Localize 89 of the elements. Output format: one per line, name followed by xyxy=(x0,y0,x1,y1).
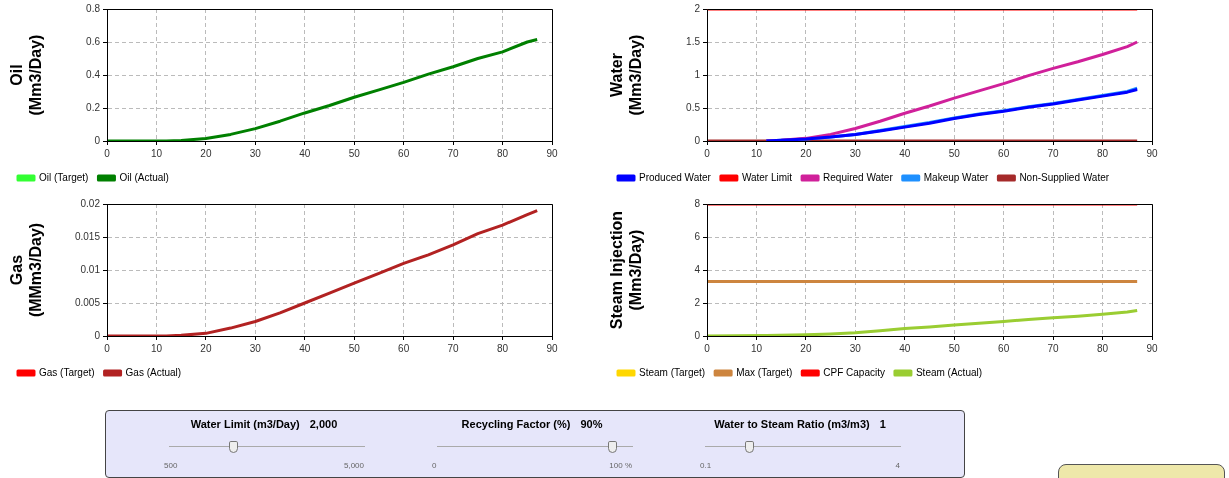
text: 0.1 xyxy=(700,461,712,470)
y-tick-label: 0.4 xyxy=(86,68,101,80)
y-tick-label: 2 xyxy=(694,2,701,14)
x-tick-label: 10 xyxy=(750,147,763,159)
legend-label: Oil (Target) xyxy=(39,171,89,183)
legend-label: Water Limit xyxy=(741,171,793,183)
x-tick-label: 70 xyxy=(447,342,460,354)
y-tick-label: 0 xyxy=(94,134,101,146)
x-tick-label: 90 xyxy=(546,147,558,159)
x-tick-label: 40 xyxy=(899,147,911,159)
x-tick-label: 90 xyxy=(1146,147,1158,159)
x-tick-label: 80 xyxy=(1096,147,1109,159)
y-axis-title: Water (Mm3/Day) xyxy=(608,34,645,116)
legend-label: Max (Target) xyxy=(736,366,793,378)
text: 100 % xyxy=(609,461,632,470)
legend-label: Produced Water xyxy=(639,171,712,183)
text: 90% xyxy=(580,418,603,430)
x-tick-label: 50 xyxy=(348,342,361,354)
x-tick-label: 20 xyxy=(200,342,212,354)
text: Water Limit (m3/Day) xyxy=(190,418,300,430)
y-tick-label: 0 xyxy=(694,134,701,146)
x-tick-label: 60 xyxy=(398,342,410,354)
legend-label: Non-Supplied Water xyxy=(1019,171,1110,183)
x-tick-label: 0 xyxy=(704,147,711,159)
x-tick-label: 10 xyxy=(150,147,163,159)
y-tick-label: 0.01 xyxy=(80,263,101,275)
x-tick-label: 60 xyxy=(998,147,1010,159)
x-tick-label: 80 xyxy=(496,147,509,159)
x-tick-label: 10 xyxy=(750,342,763,354)
x-tick-label: 60 xyxy=(398,147,410,159)
text: 1 xyxy=(879,418,886,430)
x-tick-label: 0 xyxy=(104,147,111,159)
x-tick-label: 80 xyxy=(1096,342,1109,354)
y-tick-label: 1 xyxy=(694,68,701,80)
legend-label: Gas (Target) xyxy=(39,366,95,378)
x-tick-label: 30 xyxy=(249,147,262,159)
legend-label: CPF Capacity xyxy=(823,366,885,378)
y-tick-label: 0.005 xyxy=(74,296,101,308)
x-tick-label: 10 xyxy=(150,342,163,354)
x-tick-label: 30 xyxy=(849,147,862,159)
y-tick-label: 0.015 xyxy=(74,230,101,242)
x-tick-label: 40 xyxy=(299,342,311,354)
x-tick-label: 30 xyxy=(249,342,262,354)
text: 2,000 xyxy=(309,418,338,430)
x-tick-label: 90 xyxy=(1146,342,1158,354)
x-tick-label: 50 xyxy=(348,147,361,159)
x-tick-label: 70 xyxy=(1047,342,1060,354)
y-tick-label: 8 xyxy=(694,197,701,209)
x-tick-label: 0 xyxy=(704,342,711,354)
y-tick-label: 4 xyxy=(694,263,701,275)
legend-label: Gas (Actual) xyxy=(125,366,182,378)
y-tick-label: 0.2 xyxy=(86,101,101,113)
y-tick-label: 0 xyxy=(694,329,701,341)
x-tick-label: 0 xyxy=(104,342,111,354)
y-tick-label: 0.8 xyxy=(86,2,101,14)
legend-label: Required Water xyxy=(823,171,894,183)
legend-label: Steam (Actual) xyxy=(915,366,983,378)
x-tick-label: 90 xyxy=(546,342,558,354)
x-tick-label: 20 xyxy=(200,147,212,159)
text: 4 xyxy=(895,461,900,470)
y-axis-title: Steam Injection (Mm3/Day) xyxy=(608,210,645,330)
x-tick-label: 70 xyxy=(447,147,460,159)
y-tick-label: 2 xyxy=(694,296,701,308)
x-tick-label: 30 xyxy=(849,342,862,354)
y-tick-label: 0.6 xyxy=(86,35,101,47)
x-tick-label: 40 xyxy=(899,342,911,354)
text: Recycling Factor (%) xyxy=(461,418,571,430)
text: Water to Steam Ratio (m3/m3) xyxy=(714,418,870,430)
x-tick-label: 40 xyxy=(299,147,311,159)
y-tick-label: 6 xyxy=(694,230,701,242)
text: 0 xyxy=(432,461,437,470)
text: 5,000 xyxy=(343,461,364,470)
legend-label: Oil (Actual) xyxy=(119,171,169,183)
y-tick-label: 0.5 xyxy=(686,101,701,113)
x-tick-label: 70 xyxy=(1047,147,1060,159)
x-tick-label: 50 xyxy=(948,342,961,354)
y-axis-title: Oil (Mm3/Day) xyxy=(8,34,45,116)
x-tick-label: 60 xyxy=(998,342,1010,354)
x-tick-label: 80 xyxy=(496,342,509,354)
legend-label: Steam (Target) xyxy=(639,366,706,378)
x-tick-label: 20 xyxy=(800,147,812,159)
y-tick-label: 1.5 xyxy=(686,35,701,47)
y-axis-title: Gas (MMm3/Day) xyxy=(8,222,45,318)
y-tick-label: 0.02 xyxy=(80,197,101,209)
text: 500 xyxy=(164,461,178,470)
x-tick-label: 50 xyxy=(948,147,961,159)
y-tick-label: 0 xyxy=(94,329,101,341)
legend-label: Makeup Water xyxy=(923,171,990,183)
x-tick-label: 20 xyxy=(800,342,812,354)
